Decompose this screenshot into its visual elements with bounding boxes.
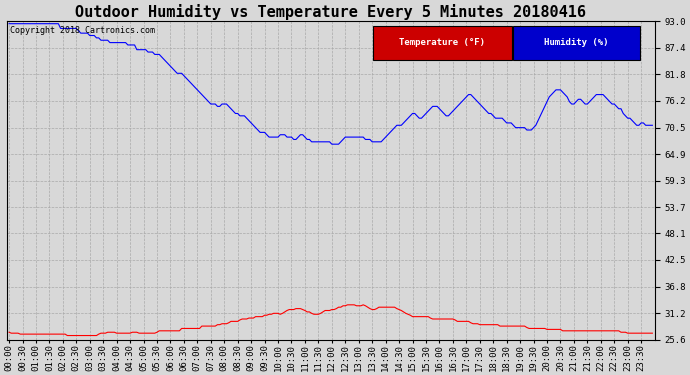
Text: Temperature (°F): Temperature (°F)	[400, 38, 486, 47]
Text: Copyright 2018 Cartronics.com: Copyright 2018 Cartronics.com	[10, 26, 155, 35]
FancyBboxPatch shape	[513, 26, 640, 60]
Text: Humidity (%): Humidity (%)	[544, 38, 609, 47]
FancyBboxPatch shape	[373, 26, 512, 60]
Title: Outdoor Humidity vs Temperature Every 5 Minutes 20180416: Outdoor Humidity vs Temperature Every 5 …	[75, 4, 586, 20]
